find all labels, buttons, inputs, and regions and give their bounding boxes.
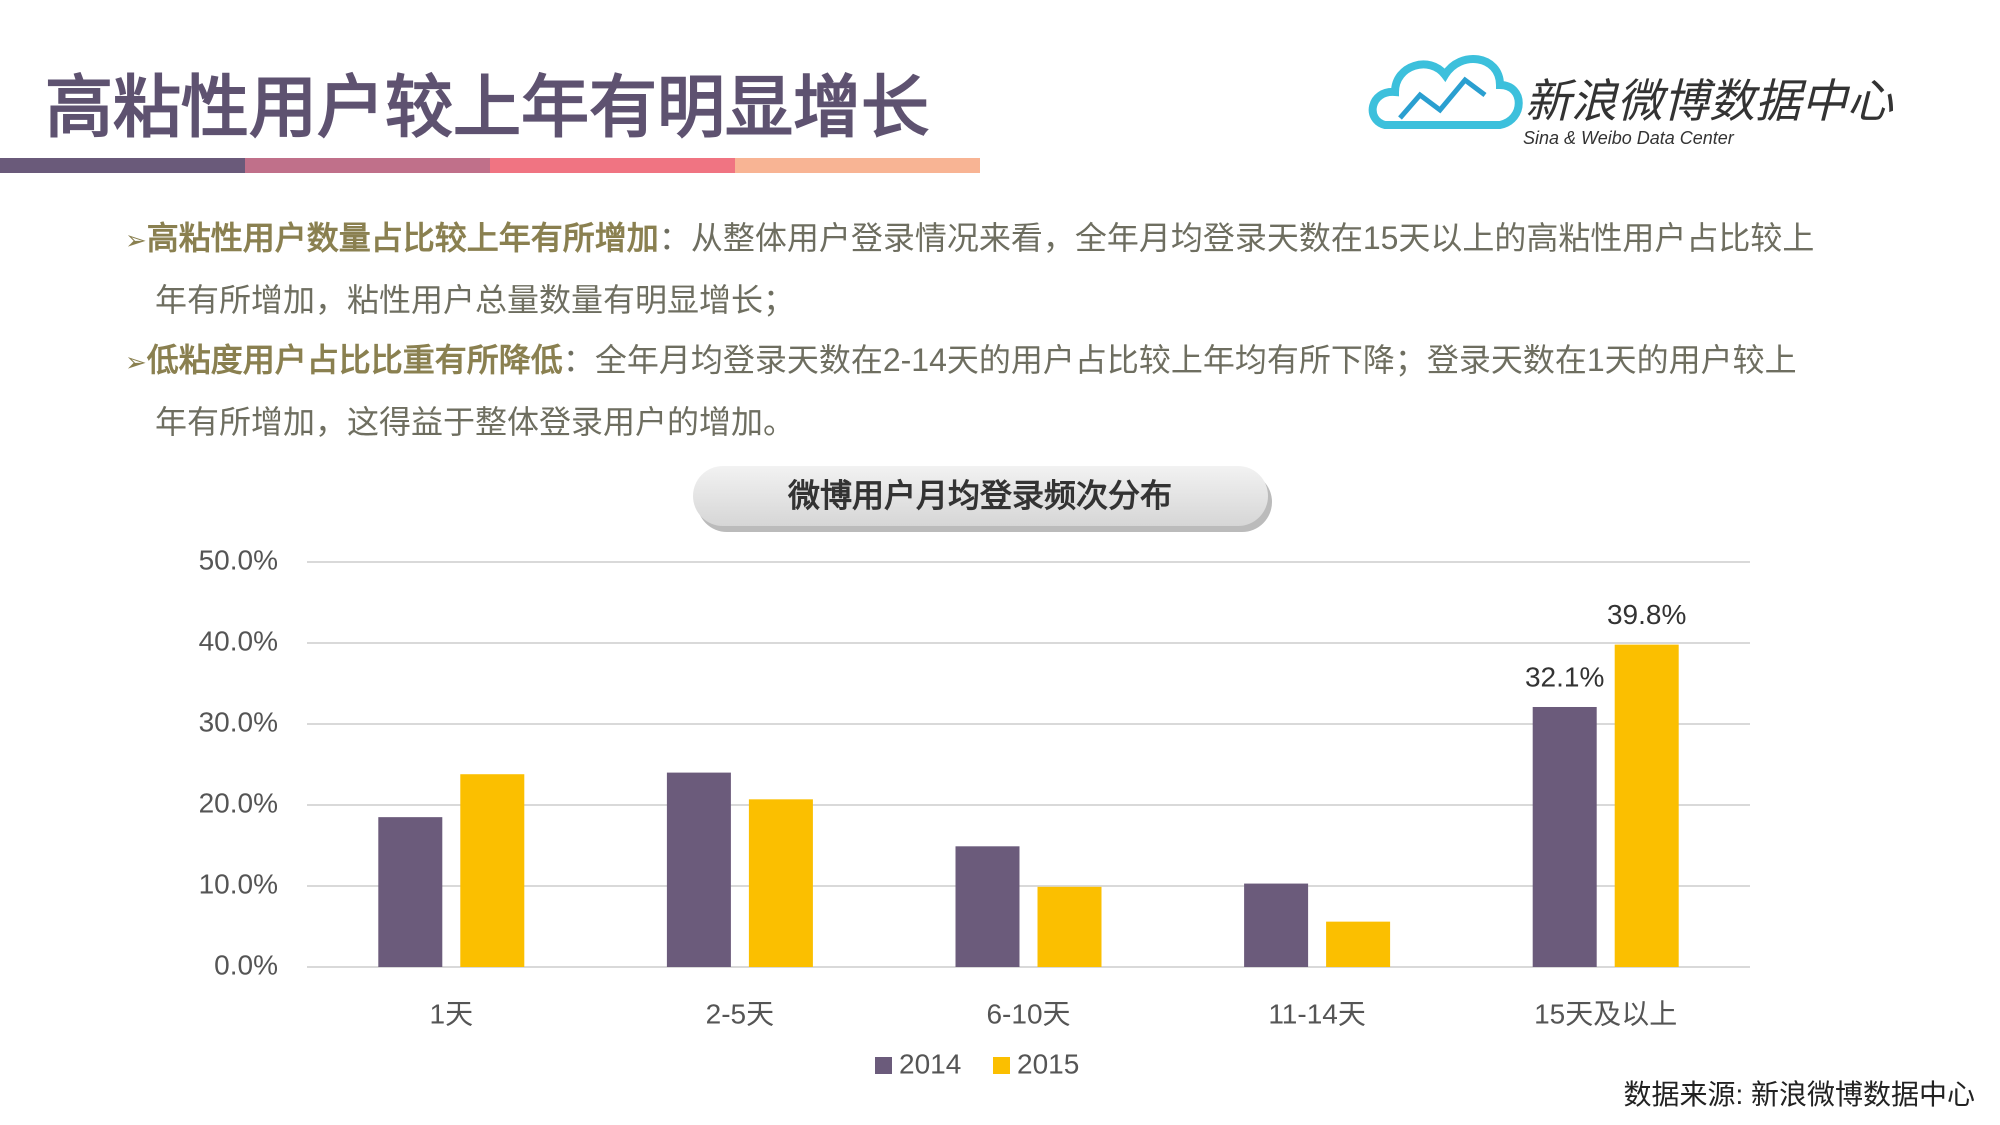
x-tick-label: 11-14天 bbox=[1268, 998, 1366, 1029]
y-tick-label: 20.0% bbox=[199, 787, 278, 818]
bullet-list: ➢高粘性用户数量占比较上年有所增加：从整体用户登录情况来看，全年月均登录天数在1… bbox=[125, 208, 1825, 452]
bar bbox=[1037, 886, 1102, 967]
bar bbox=[1326, 921, 1391, 967]
bullet: ➢高粘性用户数量占比较上年有所增加：从整体用户登录情况来看，全年月均登录天数在1… bbox=[125, 220, 1815, 318]
data-label: 32.1% bbox=[1525, 661, 1604, 692]
bullet-lead: 高粘性用户数量占比较上年有所增加 bbox=[146, 220, 659, 256]
x-tick-label: 1天 bbox=[430, 998, 474, 1029]
bullet-lead: 低粘度用户占比比重有所降低 bbox=[146, 342, 563, 378]
y-tick-label: 50.0% bbox=[199, 544, 278, 575]
logo-subtitle: Sina & Weibo Data Center bbox=[1523, 128, 1735, 148]
logo-name: 新浪微博数据中心 bbox=[1525, 75, 1894, 127]
x-tick-label: 15天及以上 bbox=[1534, 998, 1677, 1029]
bar bbox=[955, 846, 1020, 967]
legend-label: 2015 bbox=[1017, 1048, 1079, 1079]
y-tick-label: 30.0% bbox=[199, 706, 278, 737]
bar bbox=[1614, 644, 1679, 967]
x-tick-label: 2-5天 bbox=[706, 998, 774, 1029]
bar bbox=[1532, 706, 1597, 967]
y-tick-label: 40.0% bbox=[199, 625, 278, 656]
bar bbox=[460, 774, 525, 967]
bar bbox=[666, 772, 731, 967]
bar bbox=[748, 799, 813, 967]
y-tick-label: 10.0% bbox=[199, 868, 278, 899]
logo-cloud bbox=[1368, 55, 1523, 129]
bar bbox=[1244, 883, 1309, 967]
logo: 新浪微博数据中心 Sina & Weibo Data Center bbox=[1368, 55, 1894, 148]
bullet-text: ：从整体用户登录情况来看，全年月均登录天数在15天以上的高粘性用户占比较上年有所… bbox=[155, 220, 1815, 318]
bullet: ➢低粘度用户占比比重有所降低：全年月均登录天数在2-14天的用户占比较上年均有所… bbox=[125, 342, 1797, 440]
data-label: 39.8% bbox=[1607, 599, 1686, 630]
accent-band bbox=[490, 158, 735, 173]
accent-band bbox=[0, 158, 245, 173]
chart-title: 微博用户月均登录频次分布 bbox=[787, 477, 1172, 513]
slide-title: 高粘性用户较上年有明显增长 bbox=[45, 70, 930, 146]
accent-band bbox=[735, 158, 980, 173]
legend-label: 2014 bbox=[899, 1048, 961, 1079]
bullet-text: ：全年月均登录天数在2-14天的用户占比较上年均有所下降；登录天数在1天的用户较… bbox=[155, 342, 1797, 440]
y-tick-label: 0.0% bbox=[214, 949, 278, 980]
accent-band bbox=[245, 158, 490, 173]
legend-swatch bbox=[875, 1057, 892, 1074]
bar bbox=[378, 817, 443, 967]
logo-line bbox=[1398, 76, 1487, 120]
legend-swatch bbox=[993, 1057, 1010, 1074]
x-tick-label: 6-10天 bbox=[986, 998, 1070, 1029]
source-note: 数据来源: 新浪微博数据中心 bbox=[1623, 1079, 1975, 1110]
title-pill bbox=[693, 466, 1268, 526]
